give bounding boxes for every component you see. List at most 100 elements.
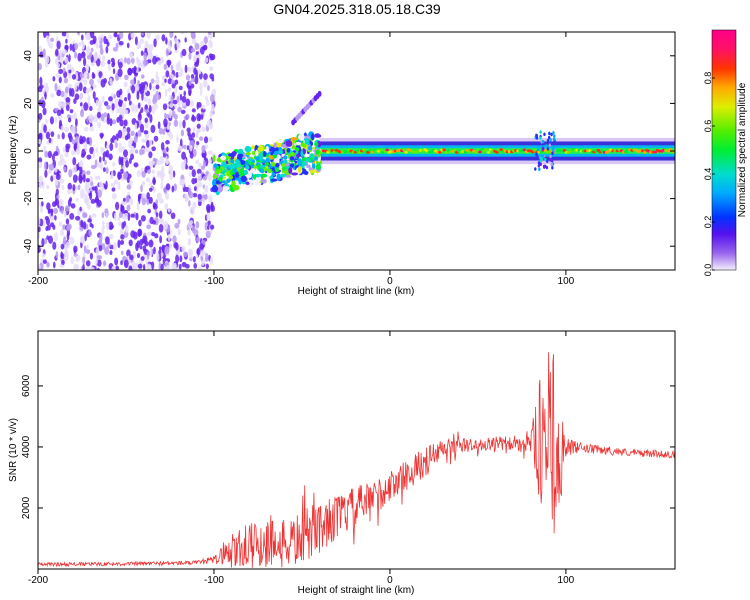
heatmap-cell	[235, 173, 240, 178]
heatmap-cell	[313, 156, 319, 161]
heatmap-cell	[140, 50, 144, 56]
heatmap-cell	[180, 109, 186, 114]
heatmap-cell	[550, 158, 554, 163]
heatmap-cell	[197, 172, 202, 182]
heatmap-cell	[192, 255, 196, 263]
heatmap-cell	[209, 66, 214, 71]
heatmap-cell	[120, 168, 124, 175]
heatmap-cell	[82, 256, 86, 265]
heatmap-cell	[69, 109, 74, 114]
heatmap-cell	[549, 154, 552, 159]
heatmap-cell	[38, 181, 43, 189]
heatmap-cell	[149, 187, 153, 192]
heatmap-cell	[115, 142, 118, 149]
heatmap-cell	[109, 233, 114, 240]
heatmap-cell	[304, 135, 311, 139]
heatmap-cell	[547, 135, 551, 140]
heatmap-cell	[201, 126, 206, 132]
heatmap-cell	[190, 32, 196, 39]
heatmap-cell	[249, 168, 256, 174]
heatmap-cell	[52, 76, 56, 82]
heatmap-cell	[208, 136, 213, 143]
heatmap-cell	[67, 117, 72, 123]
heatmap-cell	[61, 49, 67, 55]
heatmap-cell	[188, 52, 192, 60]
colorbar: 0.0 0.2 0.4 0.6 0.8 Normalized spectral ampl…	[703, 29, 748, 276]
heatmap-cell	[122, 197, 126, 202]
heatmap-cell	[85, 249, 91, 255]
heatmap-cell	[537, 147, 540, 152]
heatmap-cell	[157, 60, 162, 66]
heatmap-cell	[174, 222, 180, 229]
heatmap-cell	[72, 112, 77, 121]
heatmap-cell	[100, 134, 103, 139]
heatmap-cell	[193, 262, 198, 269]
heatmap-cell	[193, 186, 197, 191]
heatmap-cell	[130, 57, 135, 64]
heatmap-cell	[39, 76, 43, 86]
heatmap-cell	[254, 182, 262, 186]
heatmap-cell	[171, 185, 175, 193]
heatmap-cell	[538, 141, 541, 146]
heatmap-cell	[314, 134, 322, 138]
heatmap-cell	[118, 114, 123, 122]
heatmap-cell	[70, 125, 76, 134]
heatmap-cell	[78, 82, 83, 92]
heatmap-cell	[171, 262, 175, 270]
heatmap-cell	[140, 74, 145, 79]
heatmap-cell	[141, 180, 146, 186]
heatmap-cell	[188, 165, 194, 170]
heatmap-cell	[62, 236, 67, 245]
heatmap-cell	[86, 170, 91, 175]
heatmap-cell	[122, 107, 126, 115]
heatmap-cell	[82, 174, 86, 183]
heatmap-cell	[153, 246, 156, 255]
heatmap-cell	[276, 173, 281, 181]
heatmap-cell	[194, 75, 199, 85]
heatmap-cell	[548, 131, 551, 136]
heatmap-cell	[161, 244, 165, 254]
heatmap-cell	[48, 137, 52, 144]
heatmap-cell	[97, 259, 102, 267]
heatmap-cell	[63, 210, 67, 218]
heatmap-cell	[89, 137, 92, 143]
heatmap-cell	[127, 92, 131, 102]
heatmap-cell	[152, 55, 157, 65]
heatmap-cell	[94, 196, 100, 204]
heatmap-cell	[298, 133, 305, 141]
heatmap-cell	[149, 114, 153, 123]
heatmap-cell	[137, 130, 142, 137]
heatmap-cell	[85, 189, 91, 194]
heatmap-cell	[58, 119, 62, 127]
heatmap-cell	[76, 142, 81, 151]
heatmap-cell	[79, 235, 85, 244]
colorbar-frame	[711, 29, 737, 271]
heatmap-cell	[87, 87, 93, 92]
heatmap-cell	[98, 35, 101, 42]
heatmap-cell	[495, 150, 499, 154]
heatmap-cell	[50, 131, 55, 137]
heatmap-cell	[137, 80, 140, 86]
heatmap-cell	[385, 148, 389, 152]
colorbar-gradient	[712, 30, 736, 270]
heatmap-cell	[200, 255, 203, 262]
heatmap-cell	[45, 226, 49, 232]
heatmap-cell	[58, 68, 64, 75]
x-tick-label: 100	[558, 276, 575, 287]
heatmap-cell	[120, 234, 125, 240]
heatmap-cell	[106, 41, 110, 47]
heatmap-cell	[180, 32, 185, 35]
heatmap-cell	[212, 154, 216, 163]
heatmap-cell	[130, 130, 135, 137]
heatmap-cell	[205, 230, 211, 239]
heatmap-cell	[146, 251, 150, 260]
heatmap-cell	[72, 184, 76, 191]
heatmap-cell	[130, 213, 135, 218]
heatmap-cell	[146, 263, 152, 270]
heatmap-cell	[109, 250, 113, 256]
heatmap-cell	[537, 163, 541, 168]
heatmap-cell	[104, 160, 107, 165]
heatmap-cell	[120, 260, 123, 266]
heatmap-cell	[171, 82, 176, 89]
